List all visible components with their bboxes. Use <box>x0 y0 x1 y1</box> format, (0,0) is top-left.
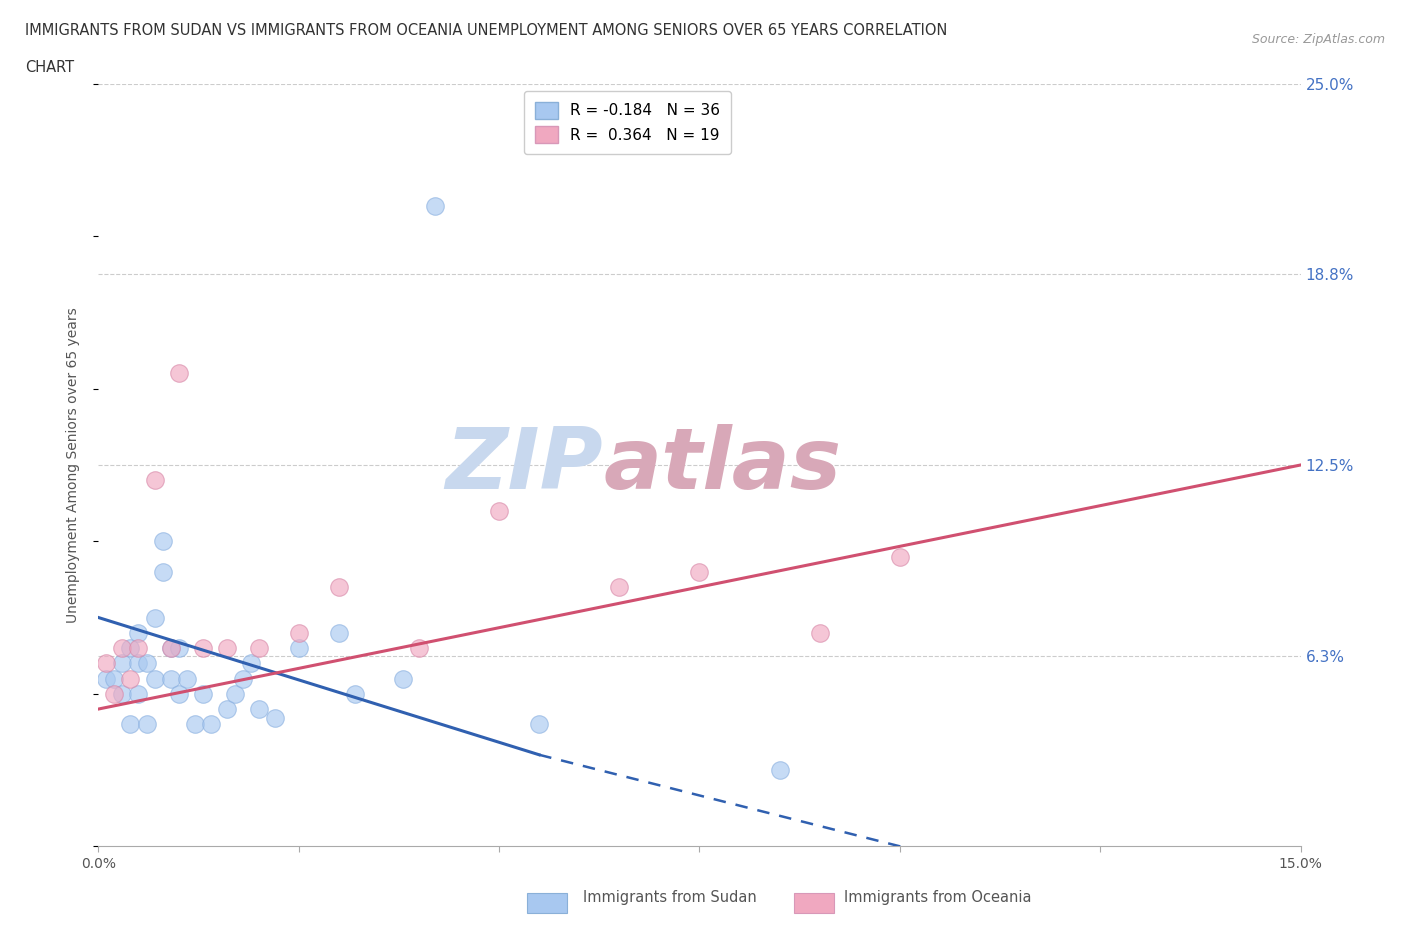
Point <box>143 671 166 686</box>
Point <box>769 763 792 777</box>
Point <box>239 656 262 671</box>
Point <box>889 549 911 564</box>
Point <box>423 198 446 213</box>
Y-axis label: Unemployment Among Seniors over 65 years: Unemployment Among Seniors over 65 years <box>66 307 80 623</box>
Point <box>328 579 350 594</box>
Point <box>159 641 181 656</box>
Point <box>143 472 166 487</box>
Point <box>159 671 181 686</box>
Point <box>263 711 285 725</box>
Point <box>111 641 134 656</box>
Point <box>808 625 831 640</box>
Text: ZIP: ZIP <box>446 423 603 507</box>
Point <box>159 641 181 656</box>
Text: Immigrants from Oceania: Immigrants from Oceania <box>844 890 1031 905</box>
Point <box>215 701 238 716</box>
Point <box>96 656 118 671</box>
Point <box>191 686 214 701</box>
Text: IMMIGRANTS FROM SUDAN VS IMMIGRANTS FROM OCEANIA UNEMPLOYMENT AMONG SENIORS OVER: IMMIGRANTS FROM SUDAN VS IMMIGRANTS FROM… <box>25 23 948 38</box>
Point <box>343 686 366 701</box>
Point <box>103 671 125 686</box>
Point <box>408 641 430 656</box>
Point <box>111 686 134 701</box>
Point <box>689 565 711 579</box>
Point <box>176 671 198 686</box>
Point <box>167 686 190 701</box>
Point <box>128 641 150 656</box>
Point <box>135 717 157 732</box>
Point <box>328 625 350 640</box>
Text: atlas: atlas <box>603 423 841 507</box>
Point <box>488 503 510 518</box>
Point <box>128 656 150 671</box>
Point <box>135 656 157 671</box>
Text: Immigrants from Sudan: Immigrants from Sudan <box>583 890 758 905</box>
Point <box>120 717 142 732</box>
Point <box>128 686 150 701</box>
Point <box>120 641 142 656</box>
Point <box>247 701 270 716</box>
Text: CHART: CHART <box>25 60 75 75</box>
Point <box>103 686 125 701</box>
Bar <box>794 893 834 913</box>
Point <box>215 641 238 656</box>
Point <box>152 534 174 549</box>
Point <box>247 641 270 656</box>
Point <box>392 671 415 686</box>
Point <box>111 656 134 671</box>
Point <box>224 686 246 701</box>
Text: Source: ZipAtlas.com: Source: ZipAtlas.com <box>1251 33 1385 46</box>
Point <box>200 717 222 732</box>
Point <box>183 717 205 732</box>
Bar <box>527 893 567 913</box>
Point <box>288 625 311 640</box>
Point <box>143 610 166 625</box>
Point <box>609 579 631 594</box>
Point <box>167 366 190 381</box>
Point <box>96 671 118 686</box>
Point <box>128 625 150 640</box>
Legend: R = -0.184   N = 36, R =  0.364   N = 19: R = -0.184 N = 36, R = 0.364 N = 19 <box>524 91 731 153</box>
Point <box>232 671 254 686</box>
Point <box>191 641 214 656</box>
Point <box>120 671 142 686</box>
Point <box>288 641 311 656</box>
Point <box>167 641 190 656</box>
Point <box>152 565 174 579</box>
Point <box>529 717 551 732</box>
